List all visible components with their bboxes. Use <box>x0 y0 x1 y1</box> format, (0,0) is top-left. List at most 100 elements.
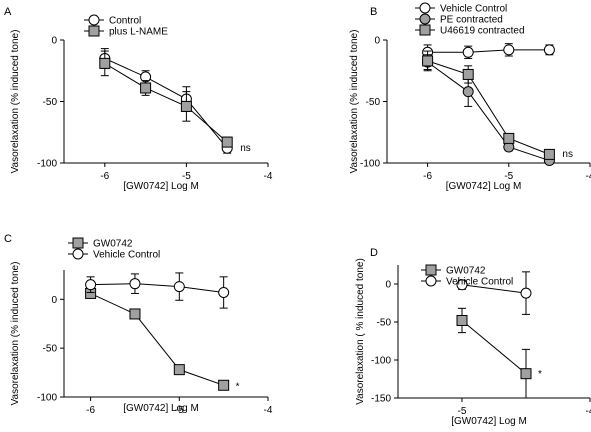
legend-label: Control <box>109 16 141 27</box>
legend-label: GW0742 <box>93 239 133 250</box>
y-tick-label: -50 <box>377 318 392 329</box>
series-gw0742 <box>85 287 230 391</box>
series-line <box>104 57 228 149</box>
y-axis-label: Vasorelaxation (% induced tone) <box>10 262 21 406</box>
legend-marker <box>88 25 100 37</box>
series-line <box>90 283 224 293</box>
data-point <box>456 279 468 291</box>
data-point <box>218 286 230 298</box>
y-axis-label: Vasorelaxation ( % induced tone) <box>355 258 366 405</box>
series-line <box>461 284 527 294</box>
panel-label: A <box>4 6 12 18</box>
legend-label: U46619 contracted <box>440 26 525 37</box>
panel-a: A 0 -50 -100 -6 -5 -4 [GW0742] Log M Vasorelaxat… <box>4 6 273 192</box>
series-vehicle-control <box>456 271 532 315</box>
series-line <box>427 49 550 53</box>
data-point <box>503 44 515 56</box>
legend-marker <box>88 14 100 26</box>
significance-annotation: ns <box>240 143 251 154</box>
x-tick-label: -6 <box>100 171 109 182</box>
data-point <box>456 314 468 326</box>
legend-label: Vehicle Control <box>446 277 513 288</box>
data-point <box>462 46 474 58</box>
series-line <box>427 61 550 162</box>
series-control <box>99 48 233 154</box>
significance-annotation: ns <box>562 149 573 160</box>
data-point <box>503 132 515 144</box>
series-line <box>90 292 224 386</box>
legend-label: Vehicle Control <box>440 4 507 15</box>
data-point <box>173 281 185 293</box>
y-axis-label: Vasorelaxation (% induced tone) <box>10 30 21 174</box>
data-point <box>462 86 474 98</box>
y-tick-label: 0 <box>51 36 57 47</box>
legend-marker <box>419 2 431 14</box>
series-vehicle-control <box>85 272 230 309</box>
legend-label: GW0742 <box>446 266 486 277</box>
series-plus-l-name <box>99 50 233 148</box>
data-point <box>85 279 97 291</box>
x-tick-label: -5 <box>182 171 191 182</box>
panel-b: B 0 -50 -100 -6 -5 -4 [GW0742] Log M Vasorelaxat… <box>349 2 591 192</box>
x-tick-label: -5 <box>458 406 467 417</box>
x-axis-label: [GW0742] Log M <box>451 416 527 427</box>
significance-annotation: * <box>236 381 240 392</box>
legend-marker <box>425 275 437 287</box>
y-tick-label: -100 <box>37 393 57 404</box>
panel-d: D 0 -50 -100 -150 -5 -4 [GW0742] Log M Vasorelax… <box>355 247 591 427</box>
significance-annotation: * <box>538 369 542 380</box>
x-tick-label: -4 <box>586 406 591 417</box>
x-tick-label: -5 <box>504 171 513 182</box>
legend-marker <box>72 248 84 260</box>
series-u46619-contracted <box>422 50 555 160</box>
data-point <box>462 68 474 80</box>
data-point <box>221 136 233 148</box>
y-tick-label: -50 <box>366 97 381 108</box>
x-tick-label: -5 <box>175 405 184 416</box>
y-tick-label: -100 <box>360 159 380 170</box>
y-tick-label: -150 <box>371 394 391 405</box>
x-axis-label: [GW0742] Log M <box>446 181 522 192</box>
data-point <box>218 379 230 391</box>
y-axis-label: Vasorelaxation (% induced tone) <box>349 30 360 174</box>
x-tick-label: -6 <box>423 171 432 182</box>
x-tick-label: -4 <box>264 171 273 182</box>
data-point <box>543 44 555 56</box>
series-line <box>104 62 228 143</box>
legend-marker <box>419 24 431 36</box>
data-point <box>422 55 434 67</box>
y-tick-label: -100 <box>371 356 391 367</box>
series-line <box>427 60 550 155</box>
panel-label: B <box>370 6 377 18</box>
legend-label: Vehicle Control <box>93 250 160 261</box>
data-point <box>520 368 532 380</box>
legend-marker <box>419 13 431 25</box>
legend-marker <box>425 264 437 276</box>
series-gw0742 <box>456 307 532 399</box>
data-point <box>140 82 152 94</box>
panel-label: C <box>4 233 12 245</box>
data-point <box>180 100 192 112</box>
panel-c: C 0 -50 -100 -6 -5 -4 [GW0742] Log M Vasorelaxat… <box>4 233 273 416</box>
y-tick-label: 0 <box>385 280 391 291</box>
data-point <box>543 148 555 160</box>
x-tick-label: -6 <box>86 405 95 416</box>
data-point <box>520 287 532 299</box>
x-tick-label: -4 <box>264 405 273 416</box>
series-line <box>461 320 527 375</box>
legend-marker <box>72 237 84 249</box>
y-tick-label: -50 <box>43 97 58 108</box>
data-point <box>99 57 111 69</box>
x-axis-label: [GW0742] Log M <box>123 403 199 414</box>
y-tick-label: 0 <box>374 36 380 47</box>
y-tick-label: -50 <box>43 344 58 355</box>
legend-label: plus L-NAME <box>109 27 168 38</box>
data-point <box>129 278 141 290</box>
series-vehicle-control <box>422 43 555 61</box>
data-point <box>129 308 141 320</box>
